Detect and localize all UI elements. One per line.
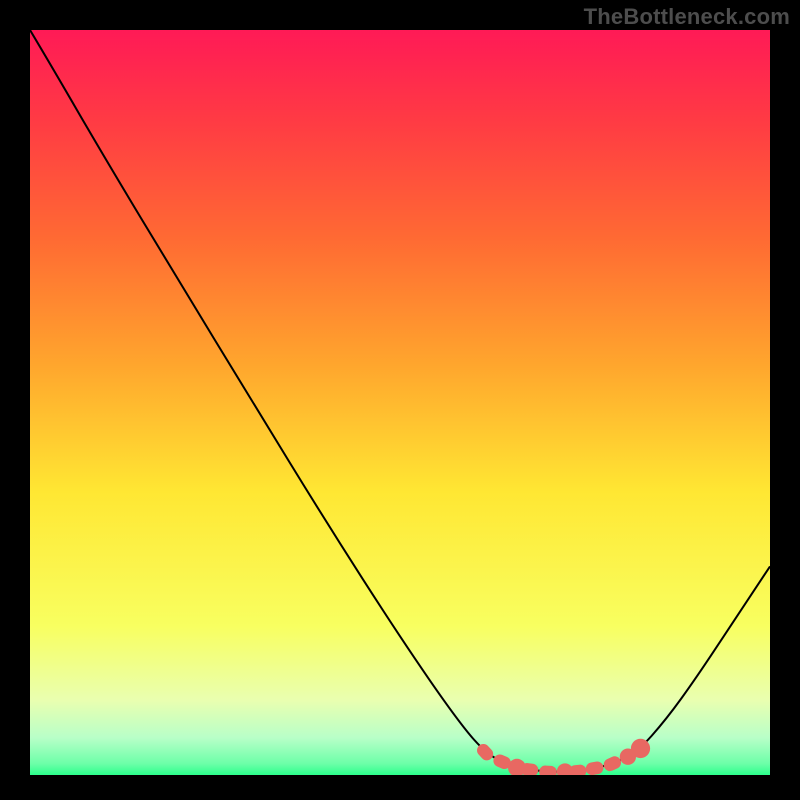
chart-gradient-area [30, 30, 770, 775]
bottleneck-chart [0, 0, 800, 800]
range-marker-dot [631, 739, 650, 758]
watermark-text: TheBottleneck.com [584, 4, 790, 30]
